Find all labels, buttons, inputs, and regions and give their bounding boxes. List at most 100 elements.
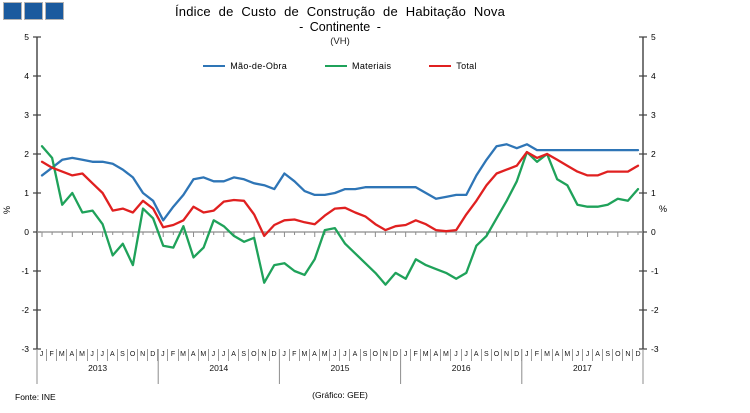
month-label: M bbox=[441, 349, 452, 361]
month-label: S bbox=[239, 349, 250, 361]
series-line-m-o-de-obra bbox=[40, 143, 640, 222]
month-label: S bbox=[482, 349, 492, 361]
month-label: A bbox=[593, 349, 604, 361]
legend-label: Materiais bbox=[352, 61, 392, 71]
month-label: D bbox=[270, 349, 280, 361]
month-label: F bbox=[47, 349, 58, 361]
legend-item: Total bbox=[429, 61, 477, 71]
month-label: A bbox=[431, 349, 442, 361]
y-tick-label-left: -3 bbox=[21, 344, 29, 354]
month-label: J bbox=[219, 349, 230, 361]
y-tick-label-left: 3 bbox=[24, 110, 29, 120]
y-tick-label-left: 4 bbox=[24, 71, 29, 81]
month-label: A bbox=[189, 349, 199, 361]
page-subtitle: - Continente - bbox=[299, 20, 381, 35]
month-label: S bbox=[118, 349, 128, 361]
series-line-materiais bbox=[40, 145, 640, 286]
title-unit-label: (VH) bbox=[330, 35, 350, 47]
y-axis-title-left: % bbox=[2, 206, 12, 214]
month-label: N bbox=[138, 349, 149, 361]
month-label: J bbox=[522, 349, 533, 361]
legend-label: Mão-de-Obra bbox=[230, 61, 288, 71]
month-label: D bbox=[148, 349, 159, 361]
month-label: A bbox=[472, 349, 482, 361]
month-label: J bbox=[280, 349, 290, 361]
year-label: 2016 bbox=[451, 363, 471, 373]
year-label: 2017 bbox=[572, 363, 592, 373]
month-label: M bbox=[320, 349, 331, 361]
credit-note: (Gráfico: GEE) bbox=[312, 390, 368, 400]
month-label: D bbox=[512, 349, 523, 361]
month-label: A bbox=[310, 349, 321, 361]
legend-line-swatch bbox=[429, 65, 452, 67]
month-label: J bbox=[573, 349, 583, 361]
month-label: S bbox=[603, 349, 614, 361]
month-label: S bbox=[361, 349, 371, 361]
month-label: J bbox=[158, 349, 169, 361]
month-label: M bbox=[77, 349, 88, 361]
month-label: F bbox=[411, 349, 422, 361]
y-tick-label-right: 1 bbox=[651, 188, 656, 198]
logo-square bbox=[45, 2, 64, 20]
legend-item: Mão-de-Obra bbox=[203, 61, 287, 71]
y-tick-label-right: 2 bbox=[651, 149, 656, 159]
month-label: D bbox=[391, 349, 401, 361]
y-tick-label-left: -2 bbox=[21, 305, 29, 315]
chart-legend: Mão-de-Obra Materiais Total bbox=[0, 61, 680, 71]
legend-item: Materiais bbox=[325, 61, 391, 71]
y-tick-label-left: 2 bbox=[24, 149, 29, 159]
month-label: M bbox=[300, 349, 310, 361]
month-label: M bbox=[179, 349, 189, 361]
month-label: M bbox=[563, 349, 573, 361]
month-label: M bbox=[421, 349, 432, 361]
month-label: D bbox=[635, 351, 641, 358]
y-tick-label-right: -1 bbox=[651, 266, 659, 276]
month-label: J bbox=[88, 349, 98, 361]
month-label: A bbox=[350, 349, 361, 361]
y-axis-title-right: % bbox=[659, 204, 667, 214]
month-label: N bbox=[259, 349, 270, 361]
series-line-total bbox=[40, 150, 640, 238]
logo-square bbox=[24, 2, 43, 20]
month-label: N bbox=[381, 349, 391, 361]
month-label: O bbox=[128, 349, 139, 361]
y-tick-label-left: 0 bbox=[24, 227, 29, 237]
month-label: J bbox=[340, 349, 351, 361]
month-label: O bbox=[613, 349, 624, 361]
year-label: 2013 bbox=[88, 363, 108, 373]
y-tick-label-right: 3 bbox=[651, 110, 656, 120]
month-label: F bbox=[532, 349, 543, 361]
month-label: J bbox=[330, 349, 341, 361]
y-tick-label-right: -2 bbox=[651, 305, 659, 315]
month-label: M bbox=[57, 349, 68, 361]
month-label: N bbox=[623, 349, 634, 361]
y-tick-label-left: -1 bbox=[21, 266, 29, 276]
month-label: J bbox=[451, 349, 462, 361]
legend-line-swatch bbox=[203, 65, 226, 67]
y-tick-label-right: 0 bbox=[651, 227, 656, 237]
month-label: J bbox=[209, 349, 219, 361]
month-label: J bbox=[462, 349, 472, 361]
legend-label: Total bbox=[456, 61, 477, 71]
x-axis-year-labels: 2013 2014 2015 2016 2017 bbox=[37, 363, 643, 376]
legend-line-swatch bbox=[325, 65, 348, 67]
y-tick-label-right: -3 bbox=[651, 344, 659, 354]
year-label: 2015 bbox=[330, 363, 350, 373]
month-label: A bbox=[553, 349, 563, 361]
title-block: Índice de Custo de Construção de Habitaç… bbox=[0, 4, 680, 48]
month-label: O bbox=[492, 349, 503, 361]
y-tick-label-right: 4 bbox=[651, 71, 656, 81]
month-label: N bbox=[502, 349, 513, 361]
month-label: F bbox=[168, 349, 179, 361]
logo bbox=[3, 2, 64, 20]
month-label: M bbox=[542, 349, 553, 361]
month-label: A bbox=[67, 349, 78, 361]
logo-square bbox=[3, 2, 22, 20]
month-label: O bbox=[249, 349, 260, 361]
year-label: 2014 bbox=[209, 363, 229, 373]
month-label: O bbox=[371, 349, 381, 361]
y-tick-label-left: 5 bbox=[24, 32, 29, 42]
month-label: A bbox=[108, 349, 118, 361]
